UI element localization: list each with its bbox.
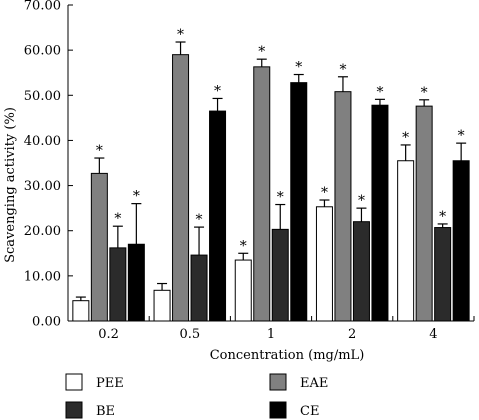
bar-pee-1 [234, 259, 252, 322]
legend: PEE EAE BE CE [65, 373, 328, 419]
significance-marker: * [196, 212, 203, 228]
bar-eae-1 [253, 66, 271, 322]
significance-marker: * [376, 84, 383, 100]
bar-ce-2 [371, 104, 389, 322]
y-tick-label: 20.00 [24, 224, 61, 239]
y-tick-label: 60.00 [24, 44, 61, 59]
legend-swatch-eae [269, 373, 287, 391]
x-tick-label: 2 [348, 327, 356, 342]
significance-marker: * [421, 85, 428, 101]
bar-ce-1 [290, 82, 308, 322]
significance-marker: * [240, 238, 247, 254]
significance-marker: * [258, 44, 265, 60]
legend-label-ce: CE [300, 404, 319, 419]
y-tick-label: 10.00 [24, 269, 61, 284]
bar-eae-2 [334, 91, 352, 322]
bar-ce-4 [452, 160, 470, 322]
legend-label-be: BE [96, 404, 115, 419]
y-axis-label: Scavenging activity (%) [3, 107, 18, 263]
legend-label-eae: EAE [300, 376, 328, 391]
legend-swatch-ce [269, 401, 287, 419]
bar-be-0.2 [109, 247, 127, 322]
bar-eae-0.5 [172, 54, 190, 322]
x-tick-label: 4 [429, 327, 437, 342]
significance-marker: * [177, 27, 184, 43]
significance-marker: * [358, 193, 365, 209]
significance-marker: * [114, 211, 121, 227]
significance-marker: * [402, 130, 409, 146]
y-tick-label: 50.00 [24, 89, 61, 104]
y-tick-label: 40.00 [24, 134, 61, 149]
x-tick-label: 0.2 [98, 327, 119, 342]
x-axis-label: Concentration (mg/mL) [210, 348, 365, 363]
y-tick-label: 0.00 [32, 315, 61, 330]
y-tick-label: 70.00 [24, 0, 61, 14]
bar-eae-4 [415, 105, 433, 322]
significance-marker: * [214, 83, 221, 99]
bar-pee-0.2 [72, 300, 90, 322]
bar-be-4 [434, 227, 452, 322]
significance-marker: * [96, 143, 103, 159]
bar-ce-0.2 [127, 243, 145, 322]
bars-layer: * * * * * * * * * * * * * * * * * * [72, 27, 470, 322]
legend-swatch-be [65, 401, 83, 419]
ticks-layer: 0.00 10.00 20.00 30.00 40.00 50.00 60.00 70.00 0… [24, 0, 475, 342]
legend-swatch-pee [65, 373, 83, 391]
significance-marker: * [321, 185, 328, 201]
bar-pee-4 [397, 160, 415, 322]
bar-be-2 [352, 221, 370, 322]
bar-ce-0.5 [209, 110, 227, 322]
x-tick-label: 1 [267, 327, 275, 342]
bar-eae-0.2 [90, 172, 108, 322]
significance-marker: * [133, 189, 140, 205]
significance-marker: * [458, 128, 465, 144]
significance-marker: * [295, 60, 302, 76]
legend-label-pee: PEE [96, 376, 124, 391]
significance-marker: * [339, 62, 346, 78]
significance-marker: * [277, 190, 284, 206]
significance-marker: * [439, 209, 446, 225]
bar-be-1 [271, 228, 289, 322]
bar-be-0.5 [190, 254, 208, 322]
y-tick-label: 30.00 [24, 179, 61, 194]
x-tick-label: 0.5 [179, 327, 200, 342]
bar-pee-0.5 [153, 289, 171, 322]
bar-pee-2 [315, 206, 333, 322]
